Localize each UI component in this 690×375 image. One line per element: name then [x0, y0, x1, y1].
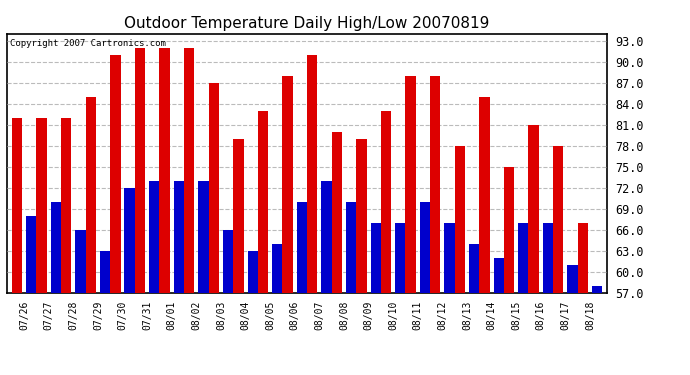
Bar: [37, 118, 47, 292]
Bar: [543, 223, 553, 292]
Bar: [381, 111, 391, 292]
Bar: [518, 223, 529, 292]
Bar: [504, 166, 514, 292]
Bar: [444, 223, 455, 292]
Bar: [86, 97, 96, 292]
Bar: [578, 223, 588, 292]
Bar: [208, 83, 219, 292]
Bar: [346, 202, 356, 292]
Bar: [282, 76, 293, 292]
Bar: [406, 76, 416, 292]
Text: Copyright 2007 Cartronics.com: Copyright 2007 Cartronics.com: [10, 39, 166, 48]
Bar: [272, 243, 282, 292]
Bar: [553, 146, 564, 292]
Bar: [75, 230, 86, 292]
Bar: [110, 55, 121, 292]
Bar: [332, 132, 342, 292]
Bar: [395, 223, 406, 292]
Bar: [174, 181, 184, 292]
Title: Outdoor Temperature Daily High/Low 20070819: Outdoor Temperature Daily High/Low 20070…: [124, 16, 490, 31]
Bar: [12, 118, 22, 292]
Bar: [198, 181, 208, 292]
Bar: [480, 97, 490, 292]
Bar: [233, 139, 244, 292]
Bar: [322, 181, 332, 292]
Bar: [307, 55, 317, 292]
Bar: [149, 181, 159, 292]
Bar: [592, 285, 602, 292]
Bar: [223, 230, 233, 292]
Bar: [420, 202, 430, 292]
Bar: [26, 216, 37, 292]
Bar: [493, 258, 504, 292]
Bar: [297, 202, 307, 292]
Bar: [248, 251, 258, 292]
Bar: [371, 223, 381, 292]
Bar: [356, 139, 366, 292]
Bar: [430, 76, 440, 292]
Bar: [50, 202, 61, 292]
Bar: [159, 48, 170, 292]
Bar: [184, 48, 195, 292]
Bar: [455, 146, 465, 292]
Bar: [567, 264, 578, 292]
Bar: [124, 188, 135, 292]
Bar: [100, 251, 110, 292]
Bar: [61, 118, 71, 292]
Bar: [529, 124, 539, 292]
Bar: [135, 48, 145, 292]
Bar: [469, 243, 480, 292]
Bar: [258, 111, 268, 292]
